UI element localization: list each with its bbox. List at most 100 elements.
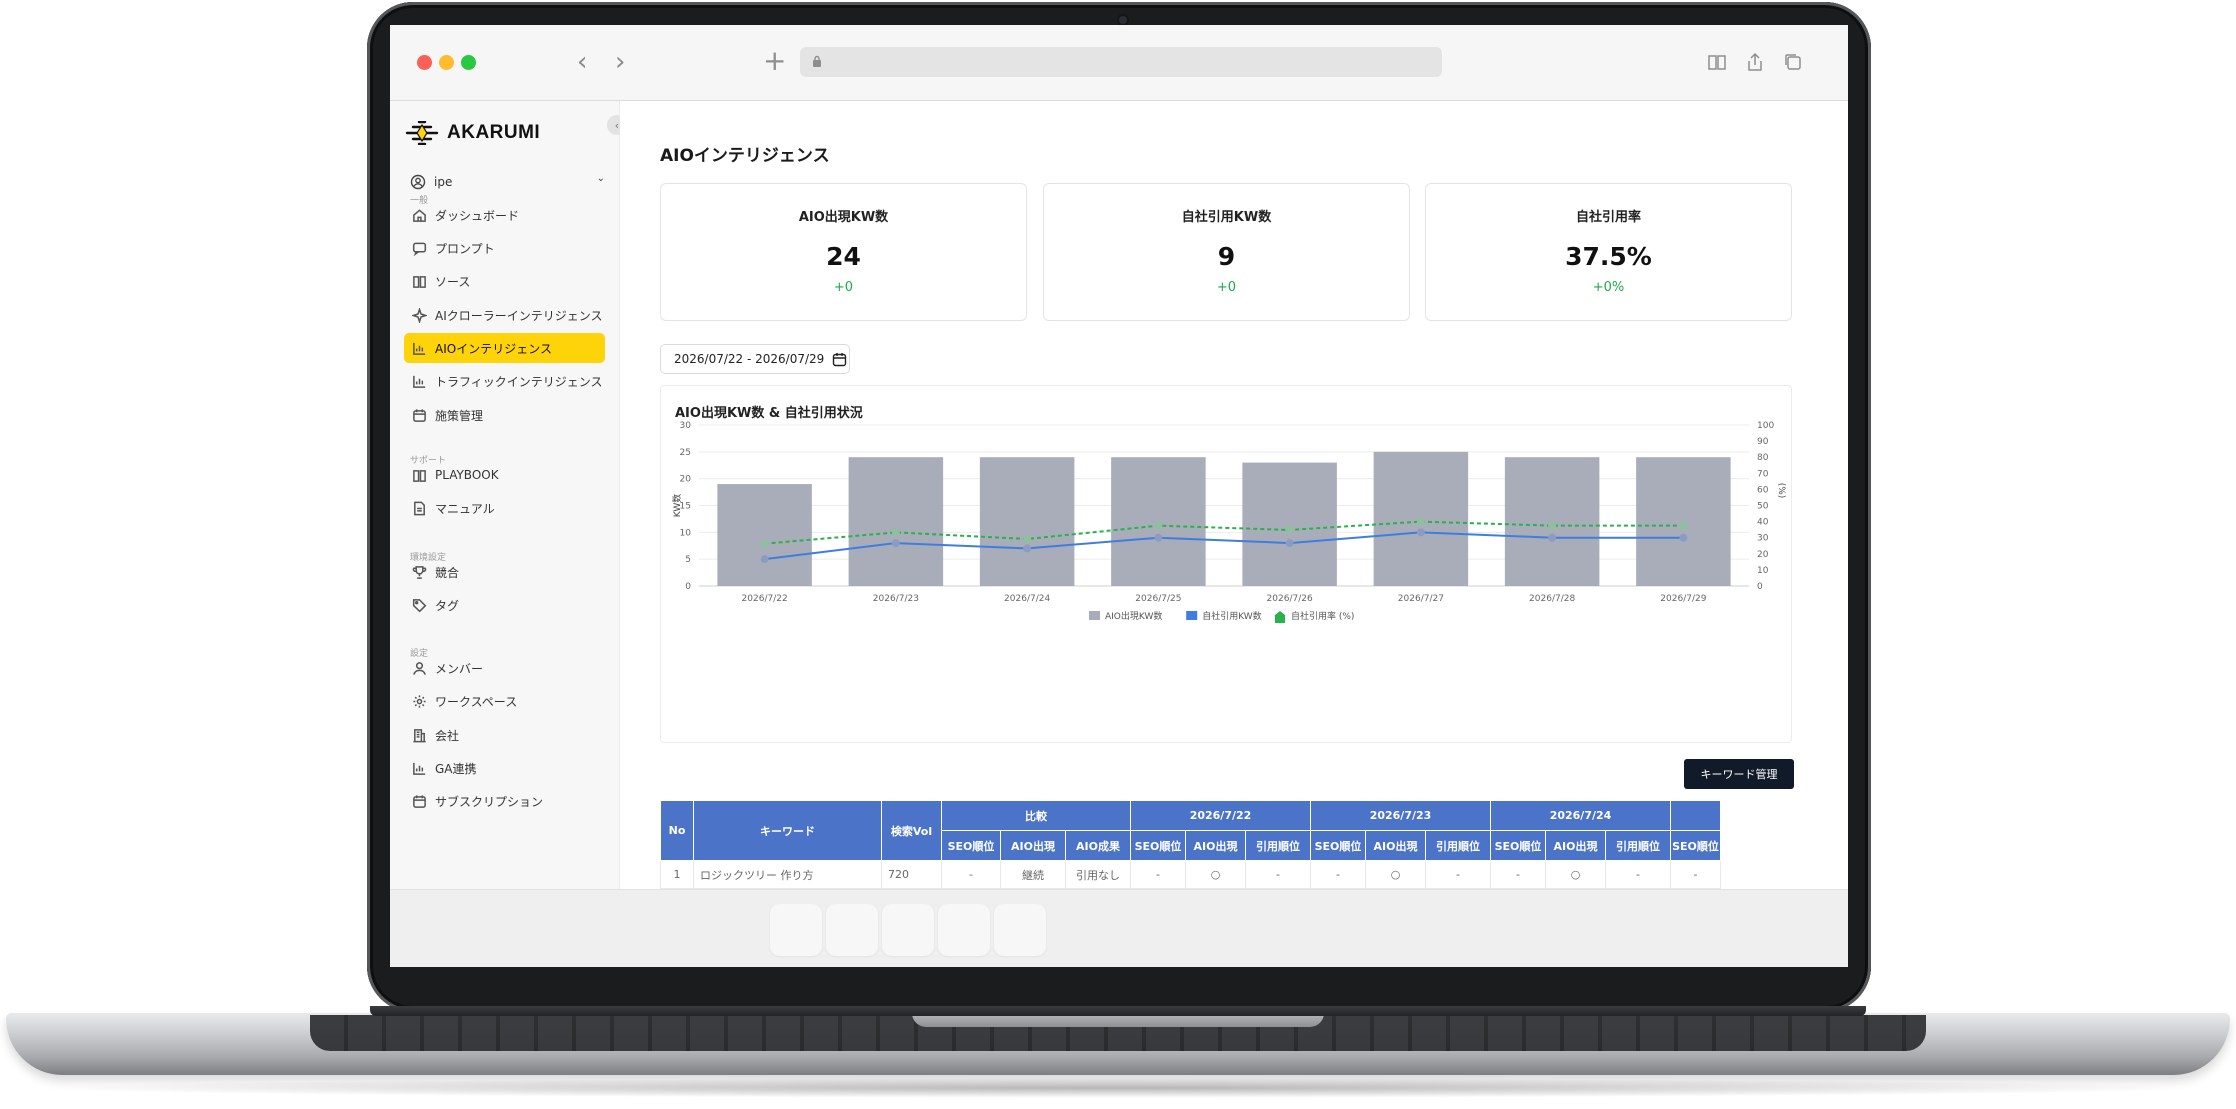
calendar-icon <box>833 352 847 366</box>
camera-icon <box>1119 16 1127 24</box>
point-own-citation-kw <box>1416 528 1425 537</box>
sidebar-item[interactable]: メンバー <box>404 653 605 683</box>
legend-label: 自社引用率 (%) <box>1291 610 1354 622</box>
column-header: SEO順位 <box>941 830 1001 861</box>
tabs-icon[interactable] <box>1782 51 1804 73</box>
sidebar-item-label: トラフィックインテリジェンス <box>435 374 603 389</box>
maximize-window-button[interactable] <box>461 55 476 70</box>
workspace-switcher[interactable]: ipe ⌄ <box>410 171 605 193</box>
sidebar-item[interactable]: ソース <box>404 266 605 296</box>
bar <box>1504 457 1600 586</box>
sidebar-item-label: プロンプト <box>435 241 495 256</box>
dock-app-tile[interactable] <box>882 904 934 956</box>
laptop-shadow <box>30 1078 2206 1098</box>
dock-app-tile[interactable] <box>938 904 990 956</box>
x-tick-label: 2026/7/23 <box>873 594 919 604</box>
sidebar-item[interactable]: サブスクリプション <box>404 786 605 816</box>
chart-title: AIO出現KW数 & 自社引用状況 <box>675 406 863 421</box>
sidebar-item[interactable]: プロンプト <box>404 233 605 263</box>
reader-icon[interactable] <box>1706 51 1728 73</box>
dock-app-tile[interactable] <box>994 904 1046 956</box>
sidebar-item[interactable]: ワークスペース <box>404 686 605 716</box>
table-cell: - <box>1605 860 1671 889</box>
bar <box>1636 457 1731 586</box>
kpi-value: 37.5% <box>1565 242 1652 271</box>
forward-arrow-icon[interactable]: › <box>615 47 626 77</box>
sidebar-item[interactable]: トラフィックインテリジェンス <box>404 366 605 396</box>
sidebar-item[interactable]: AIOインテリジェンス <box>404 333 605 363</box>
series-line-own-citation-kw <box>764 531 1684 561</box>
table-cell: 継続 <box>1000 860 1066 889</box>
point-own-citation-kw <box>1285 539 1294 548</box>
column-header: SEO順位 <box>1130 830 1186 861</box>
column-header: 引用順位 <box>1605 830 1671 861</box>
bar <box>979 457 1075 586</box>
sidebar-item[interactable]: PLAYBOOK <box>404 460 605 490</box>
column-group-header: 2026/7/23 <box>1310 800 1491 831</box>
legend-swatch <box>1089 611 1100 620</box>
point-citation-rate <box>1416 517 1425 526</box>
chart: 0 5 10 15 20 25 30 0 10 20 30 40 50 60 70 80 90 100 KW数 (%)… <box>671 421 1786 623</box>
table-cell: - <box>1130 860 1186 889</box>
address-bar[interactable] <box>800 47 1442 77</box>
y-tick-label: 20 <box>680 475 692 485</box>
kpi-card-own-citation-kw: 自社引用KW数 9 +0 <box>1043 183 1410 321</box>
sidebar-item[interactable]: 競合 <box>404 557 605 587</box>
column-header: AIO出現 <box>1185 830 1246 861</box>
sidebar-item[interactable]: GA連携 <box>404 753 605 783</box>
back-arrow-icon[interactable]: ‹ <box>577 47 588 77</box>
table-cell: ○ <box>1365 860 1426 889</box>
sidebar-item-label: 会社 <box>435 728 460 743</box>
logo[interactable]: AKARUMI <box>405 121 540 145</box>
dock-app-tile[interactable] <box>770 904 822 956</box>
column-header: AIO成果 <box>1065 830 1131 861</box>
x-tick-label: 2026/7/27 <box>1398 594 1444 604</box>
y2-tick-label: 60 <box>1757 485 1769 495</box>
keyword-management-button[interactable]: キーワード管理 <box>1684 759 1794 789</box>
sidebar-item[interactable]: マニュアル <box>404 493 605 523</box>
y-tick-label: 5 <box>685 555 691 565</box>
sidebar-item-label: ワークスペース <box>435 694 518 709</box>
point-own-citation-kw <box>1023 544 1032 553</box>
chart-card: AIO出現KW数 & 自社引用状況 0 5 10 15 20 25 30 0 10 20 30 40 5… <box>660 385 1792 743</box>
sidebar-item[interactable]: 施策管理 <box>404 400 605 430</box>
kpi-label: 自社引用率 <box>1575 210 1641 225</box>
point-own-citation-kw <box>1548 533 1557 542</box>
bar-chart-icon <box>411 340 427 356</box>
workspace-name: ipe <box>434 175 453 189</box>
sidebar-item-label: AIクローラーインテリジェンス <box>435 308 603 323</box>
column-header: AIO出現 <box>1545 830 1606 861</box>
sidebar-item[interactable]: 会社 <box>404 720 605 750</box>
share-icon[interactable] <box>1744 51 1766 73</box>
sidebar-item[interactable]: AIクローラーインテリジェンス <box>404 300 605 330</box>
kpi-card-citation-rate: 自社引用率 37.5% +0% <box>1425 183 1792 321</box>
minimize-window-button[interactable] <box>439 55 454 70</box>
point-citation-rate <box>1023 534 1032 543</box>
x-tick-label: 2026/7/25 <box>1135 594 1181 604</box>
dock-app-tile[interactable] <box>826 904 878 956</box>
close-window-button[interactable] <box>417 55 432 70</box>
new-tab-icon[interactable]: + <box>763 44 787 77</box>
date-range-picker[interactable]: 2026/07/22 - 2026/07/29 <box>660 344 850 374</box>
sparkle-icon <box>411 307 427 323</box>
table-cell: - <box>941 860 1001 889</box>
table-row[interactable]: 1 ロジックツリー 作り方 720- 継続 引用なし - ○ - - ○ - - ○ - - <box>660 860 1721 889</box>
sidebar-item-label: マニュアル <box>435 501 495 516</box>
column-header: 引用順位 <box>1245 830 1311 861</box>
sidebar-item-label: 施策管理 <box>435 408 484 423</box>
table-cell: - <box>1310 860 1366 889</box>
user-circle-icon <box>410 174 426 190</box>
column-header: 引用順位 <box>1425 830 1491 861</box>
laptop-hinge <box>370 1006 1866 1016</box>
sidebar-item[interactable]: ダッシュボード <box>404 200 605 230</box>
user-icon <box>411 660 427 676</box>
point-own-citation-kw <box>1154 533 1163 542</box>
sidebar-item-label: タグ <box>435 598 460 613</box>
y2-tick-label: 10 <box>1757 566 1769 576</box>
keyword-table: No キーワード 検索Vol 比較 2026/7/22 2026/7/23 2026/7/2… <box>660 800 1721 889</box>
column-group-header: 2026/7/24 <box>1490 800 1671 831</box>
x-tick-label: 2026/7/22 <box>742 594 788 604</box>
y-tick-label: 30 <box>680 421 692 431</box>
sidebar-item[interactable]: タグ <box>404 590 605 620</box>
column-header: AIO出現 <box>1000 830 1066 861</box>
